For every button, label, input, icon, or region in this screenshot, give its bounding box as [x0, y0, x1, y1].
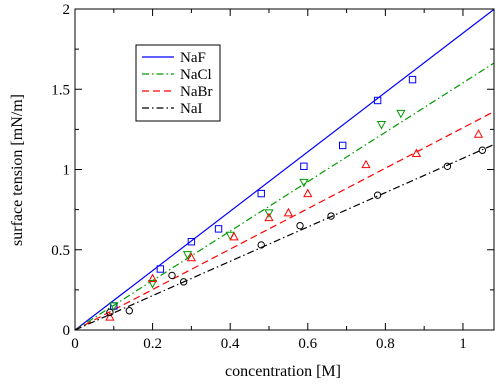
- data-point-nai: [478, 146, 487, 154]
- data-point-naf: [257, 189, 265, 198]
- data-point-nacl: [182, 251, 193, 260]
- x-tick-label: 1: [459, 336, 467, 352]
- y-axis-label: surface tension [mN/m]: [9, 94, 26, 246]
- fit-line-nacl: [75, 62, 494, 330]
- data-point-nabr: [361, 159, 371, 169]
- data-point-nabr: [264, 212, 274, 222]
- data-marks: [75, 9, 494, 330]
- data-point-naf: [338, 141, 347, 150]
- data-point-nai: [296, 221, 304, 230]
- y-tick-label: 0: [63, 323, 71, 339]
- data-point-naf: [156, 265, 165, 273]
- data-point-nacl: [147, 279, 158, 289]
- x-tick-label: 0.8: [376, 336, 395, 352]
- data-point-nabr: [147, 273, 158, 283]
- y-tick-label: 1: [63, 163, 71, 179]
- data-point-nai: [179, 278, 188, 286]
- data-point-nai: [125, 307, 134, 315]
- series-nai: [106, 146, 487, 317]
- legend-label-nabr: NaBr: [180, 84, 213, 100]
- y-tick-label: 0.5: [51, 243, 70, 259]
- data-point-nabr: [283, 207, 294, 217]
- fit-line-nai: [75, 143, 494, 330]
- data-point-naf: [373, 96, 382, 105]
- x-tick-label: 0.4: [221, 336, 240, 352]
- y-tick-label: 2: [63, 2, 71, 18]
- x-axis-label: concentration [M]: [225, 363, 341, 380]
- data-point-naf: [408, 75, 417, 84]
- data-point-nai: [443, 162, 452, 170]
- fit-lines: [75, 9, 494, 330]
- data-point-naf: [214, 225, 223, 233]
- legend-label-naf: NaF: [180, 50, 206, 66]
- x-tick-label: 0.2: [143, 336, 162, 352]
- data-point-nabr: [186, 252, 197, 262]
- legend-box: [135, 44, 221, 122]
- data-point-nai: [257, 241, 265, 249]
- x-tick-label: 0.6: [298, 336, 317, 352]
- data-point-nabr: [473, 129, 484, 138]
- data-point-nai: [106, 308, 114, 317]
- data-point-nacl: [264, 209, 274, 218]
- data-point-nacl: [299, 178, 309, 188]
- data-point-naf: [300, 162, 308, 170]
- data-point-nai: [168, 271, 176, 280]
- fit-line-naf: [75, 9, 494, 330]
- series-nacl: [109, 109, 406, 311]
- data-point-nacl: [376, 121, 387, 130]
- y-tick-label: 1.5: [51, 82, 70, 98]
- data-point-naf: [187, 238, 196, 246]
- legend-label-nai: NaI: [180, 101, 203, 117]
- data-point-nai: [327, 212, 335, 220]
- series-nabr: [105, 129, 484, 321]
- data-point-nabr: [411, 148, 422, 157]
- x-tick-label: 0: [71, 336, 79, 352]
- legend-label-nacl: NaCl: [180, 67, 212, 83]
- data-point-nabr: [229, 231, 239, 241]
- data-point-nacl: [396, 109, 406, 119]
- fit-line-nabr: [75, 111, 494, 330]
- data-point-nabr: [303, 188, 313, 198]
- data-point-nai: [373, 191, 382, 199]
- axes: 0 0.2 0.4 0.6 0.8 1 0 0.5 1 1.5 2: [51, 2, 495, 352]
- series-naf: [110, 75, 417, 310]
- data-point-nacl: [109, 302, 119, 311]
- data-point-nabr: [105, 312, 115, 321]
